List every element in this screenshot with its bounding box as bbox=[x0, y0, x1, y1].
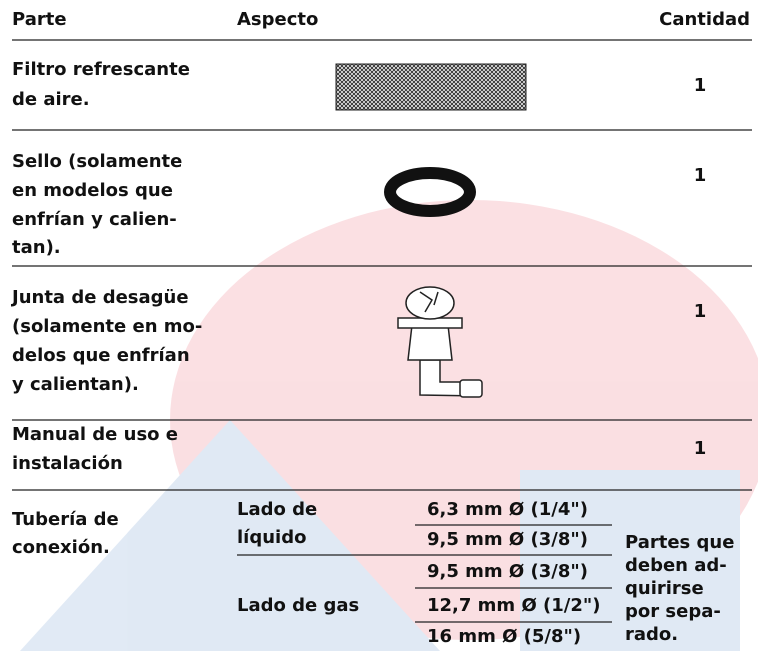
part-name: Filtro refrescante bbox=[12, 59, 190, 80]
seal-image bbox=[384, 167, 476, 217]
quantity-note: quirirse bbox=[625, 578, 704, 599]
header-cell: Parte bbox=[12, 9, 67, 30]
pipe-size: 12,7 mm Ø (1/2") bbox=[427, 595, 600, 616]
side-label: Lado de gas bbox=[237, 595, 359, 616]
part-name: Tubería de bbox=[12, 509, 119, 530]
part-name: y calientan). bbox=[12, 374, 139, 395]
part-name: en modelos que bbox=[12, 180, 173, 201]
quantity: 1 bbox=[694, 438, 707, 459]
part-name: (solamente en mo- bbox=[12, 316, 202, 337]
part-name: Manual de uso e bbox=[12, 424, 178, 445]
header-cell: Aspecto bbox=[237, 9, 318, 30]
part-name: Sello (solamente bbox=[12, 151, 182, 172]
quantity-note: por sepa- bbox=[625, 601, 721, 622]
drain-image bbox=[397, 286, 483, 398]
quantity-note: deben ad- bbox=[625, 555, 727, 576]
pipe-size: 9,5 mm Ø (3/8") bbox=[427, 561, 588, 582]
quantity-note: rado. bbox=[625, 624, 678, 645]
filter-image bbox=[335, 63, 527, 111]
quantity-note: Partes que bbox=[625, 532, 734, 553]
pipe-size: 9,5 mm Ø (3/8") bbox=[427, 529, 588, 550]
part-name: enfrían y calien- bbox=[12, 209, 177, 230]
pipe-size: 16 mm Ø (5/8") bbox=[427, 626, 581, 647]
quantity: 1 bbox=[694, 75, 707, 96]
part-name: conexión. bbox=[12, 537, 110, 558]
part-name: tan). bbox=[12, 237, 61, 258]
quantity: 1 bbox=[694, 301, 707, 322]
quantity: 1 bbox=[694, 165, 707, 186]
side-label: líquido bbox=[237, 527, 306, 548]
part-name: Junta de desagüe bbox=[10, 287, 189, 308]
header-cell: Cantidad bbox=[659, 9, 750, 30]
side-label: Lado de bbox=[237, 499, 317, 520]
part-name: delos que enfrían bbox=[12, 345, 190, 366]
pipe-size: 6,3 mm Ø (1/4") bbox=[427, 499, 588, 520]
part-name: de aire. bbox=[12, 89, 90, 110]
part-name: instalación bbox=[12, 453, 123, 474]
